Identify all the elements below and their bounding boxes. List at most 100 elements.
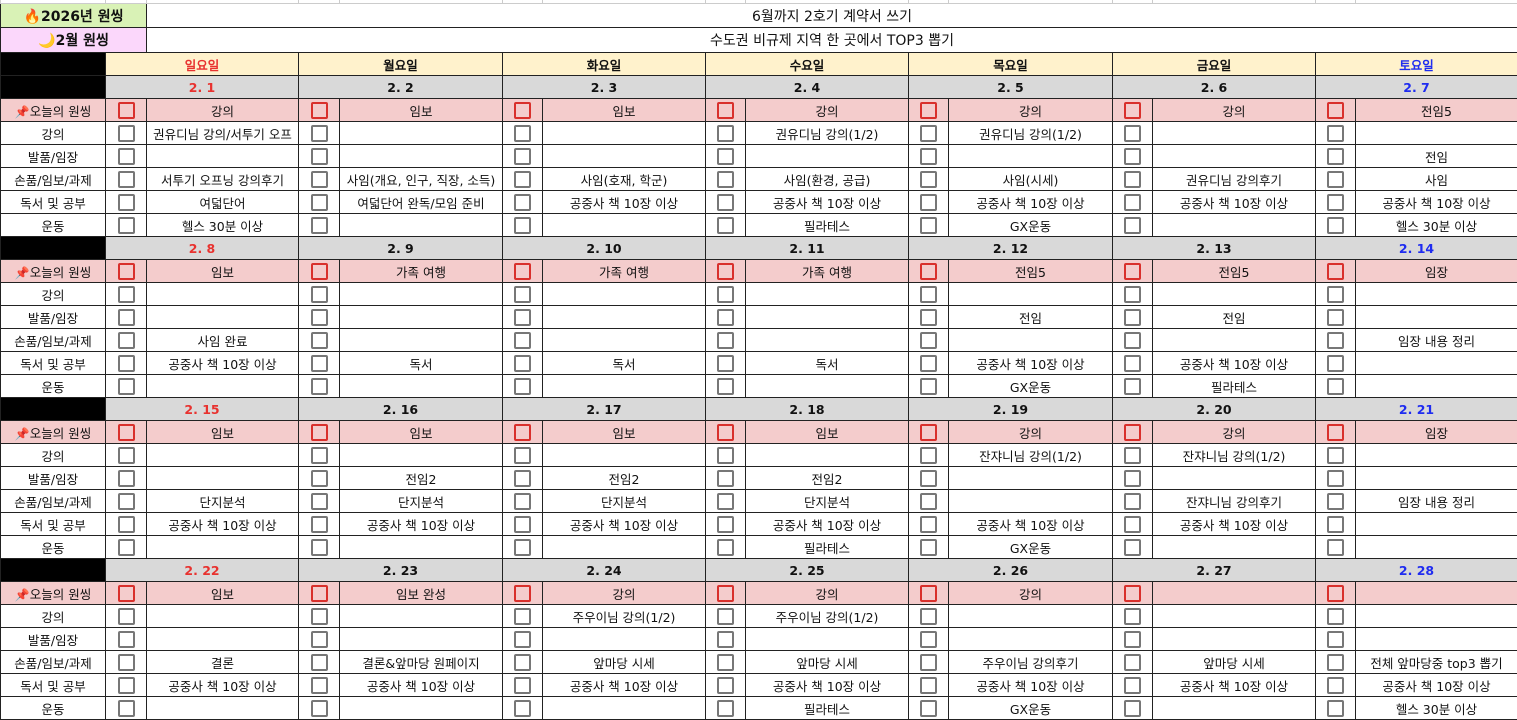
checkbox-cell[interactable] xyxy=(1316,490,1356,513)
task-cell[interactable] xyxy=(543,375,706,398)
date-cell[interactable]: 2. 23 xyxy=(299,559,503,582)
task-checkbox[interactable] xyxy=(1124,654,1141,671)
task-checkbox[interactable] xyxy=(920,516,937,533)
checkbox-cell[interactable] xyxy=(706,283,746,306)
date-cell[interactable]: 2. 20 xyxy=(1113,398,1316,421)
task-cell[interactable]: 공중사 책 10장 이상 xyxy=(1153,674,1316,697)
task-checkbox[interactable] xyxy=(514,493,531,510)
date-cell[interactable]: 2. 24 xyxy=(503,559,706,582)
checkbox-cell[interactable] xyxy=(1113,260,1153,283)
task-checkbox[interactable] xyxy=(118,378,135,395)
task-cell[interactable]: 공중사 책 10장 이상 xyxy=(1356,674,1517,697)
checkbox-cell[interactable] xyxy=(1316,214,1356,237)
checkbox-cell[interactable] xyxy=(299,260,340,283)
task-checkbox[interactable] xyxy=(717,677,734,694)
task-cell[interactable]: 공중사 책 10장 이상 xyxy=(543,513,706,536)
checkbox-cell[interactable] xyxy=(909,536,949,559)
daily-goal-cell[interactable]: 전임5 xyxy=(949,260,1113,283)
task-cell[interactable]: 사임(개요, 인구, 직장, 소득) xyxy=(340,168,503,191)
task-checkbox[interactable] xyxy=(717,447,734,464)
task-cell[interactable] xyxy=(1153,214,1316,237)
task-cell[interactable] xyxy=(1356,283,1517,306)
checkbox-cell[interactable] xyxy=(1113,214,1153,237)
goal-checkbox[interactable] xyxy=(311,424,328,441)
task-cell[interactable]: 권유디님 강의후기 xyxy=(1153,168,1316,191)
task-checkbox[interactable] xyxy=(920,677,937,694)
task-checkbox[interactable] xyxy=(118,217,135,234)
date-cell[interactable]: 2. 15 xyxy=(106,398,299,421)
checkbox-cell[interactable] xyxy=(299,145,340,168)
month-goal-label-cell[interactable]: 🌙2월 원씽 xyxy=(1,28,147,53)
task-cell[interactable]: 사임 xyxy=(1356,168,1517,191)
task-cell[interactable] xyxy=(949,628,1113,651)
task-cell[interactable] xyxy=(1356,467,1517,490)
task-cell[interactable] xyxy=(147,283,299,306)
goal-checkbox[interactable] xyxy=(311,585,328,602)
task-cell[interactable]: 앞마당 시세 xyxy=(746,651,909,674)
task-checkbox[interactable] xyxy=(118,654,135,671)
task-checkbox[interactable] xyxy=(118,516,135,533)
checkbox-cell[interactable] xyxy=(909,421,949,444)
task-checkbox[interactable] xyxy=(1124,125,1141,142)
checkbox-cell[interactable] xyxy=(299,628,340,651)
checkbox-cell[interactable] xyxy=(106,651,147,674)
date-cell[interactable]: 2. 10 xyxy=(503,237,706,260)
checkbox-cell[interactable] xyxy=(106,697,147,720)
date-cell[interactable]: 2. 7 xyxy=(1316,76,1517,99)
checkbox-cell[interactable] xyxy=(1113,674,1153,697)
checkbox-cell[interactable] xyxy=(106,145,147,168)
date-cell[interactable]: 2. 6 xyxy=(1113,76,1316,99)
checkbox-cell[interactable] xyxy=(1113,329,1153,352)
task-checkbox[interactable] xyxy=(514,355,531,372)
checkbox-cell[interactable] xyxy=(1316,145,1356,168)
task-checkbox[interactable] xyxy=(514,516,531,533)
task-checkbox[interactable] xyxy=(1124,539,1141,556)
task-checkbox[interactable] xyxy=(920,493,937,510)
checkbox-cell[interactable] xyxy=(503,628,543,651)
checkbox-cell[interactable] xyxy=(299,697,340,720)
task-checkbox[interactable] xyxy=(118,309,135,326)
year-goal-label-cell[interactable]: 🔥2026년 원씽 xyxy=(1,4,147,28)
task-cell[interactable]: 사임(호재, 학군) xyxy=(543,168,706,191)
task-cell[interactable] xyxy=(1356,536,1517,559)
task-cell[interactable] xyxy=(1153,122,1316,145)
checkbox-cell[interactable] xyxy=(1316,467,1356,490)
checkbox-cell[interactable] xyxy=(299,352,340,375)
task-checkbox[interactable] xyxy=(1327,217,1344,234)
task-cell[interactable]: GX운동 xyxy=(949,536,1113,559)
task-checkbox[interactable] xyxy=(1124,378,1141,395)
checkbox-cell[interactable] xyxy=(503,651,543,674)
checkbox-cell[interactable] xyxy=(1113,306,1153,329)
task-checkbox[interactable] xyxy=(1327,355,1344,372)
checkbox-cell[interactable] xyxy=(503,674,543,697)
goal-checkbox[interactable] xyxy=(514,102,531,119)
checkbox-cell[interactable] xyxy=(706,421,746,444)
task-cell[interactable] xyxy=(1356,444,1517,467)
checkbox-cell[interactable] xyxy=(909,260,949,283)
checkbox-cell[interactable] xyxy=(106,260,147,283)
task-cell[interactable]: 공중사 책 10장 이상 xyxy=(340,513,503,536)
checkbox-cell[interactable] xyxy=(1316,674,1356,697)
task-cell[interactable] xyxy=(340,283,503,306)
task-checkbox[interactable] xyxy=(1124,608,1141,625)
task-checkbox[interactable] xyxy=(311,608,328,625)
task-checkbox[interactable] xyxy=(311,286,328,303)
checkbox-cell[interactable] xyxy=(106,490,147,513)
checkbox-cell[interactable] xyxy=(706,122,746,145)
checkbox-cell[interactable] xyxy=(503,122,543,145)
checkbox-cell[interactable] xyxy=(503,375,543,398)
task-checkbox[interactable] xyxy=(311,309,328,326)
checkbox-cell[interactable] xyxy=(1316,421,1356,444)
daily-goal-cell[interactable]: 강의 xyxy=(1153,421,1316,444)
checkbox-cell[interactable] xyxy=(1113,697,1153,720)
task-cell[interactable]: 앞마당 시세 xyxy=(1153,651,1316,674)
task-cell[interactable] xyxy=(340,306,503,329)
task-checkbox[interactable] xyxy=(118,332,135,349)
task-cell[interactable] xyxy=(746,444,909,467)
checkbox-cell[interactable] xyxy=(1316,697,1356,720)
checkbox-cell[interactable] xyxy=(299,651,340,674)
task-cell[interactable]: 전임 xyxy=(1153,306,1316,329)
checkbox-cell[interactable] xyxy=(106,329,147,352)
task-checkbox[interactable] xyxy=(717,355,734,372)
checkbox-cell[interactable] xyxy=(503,352,543,375)
